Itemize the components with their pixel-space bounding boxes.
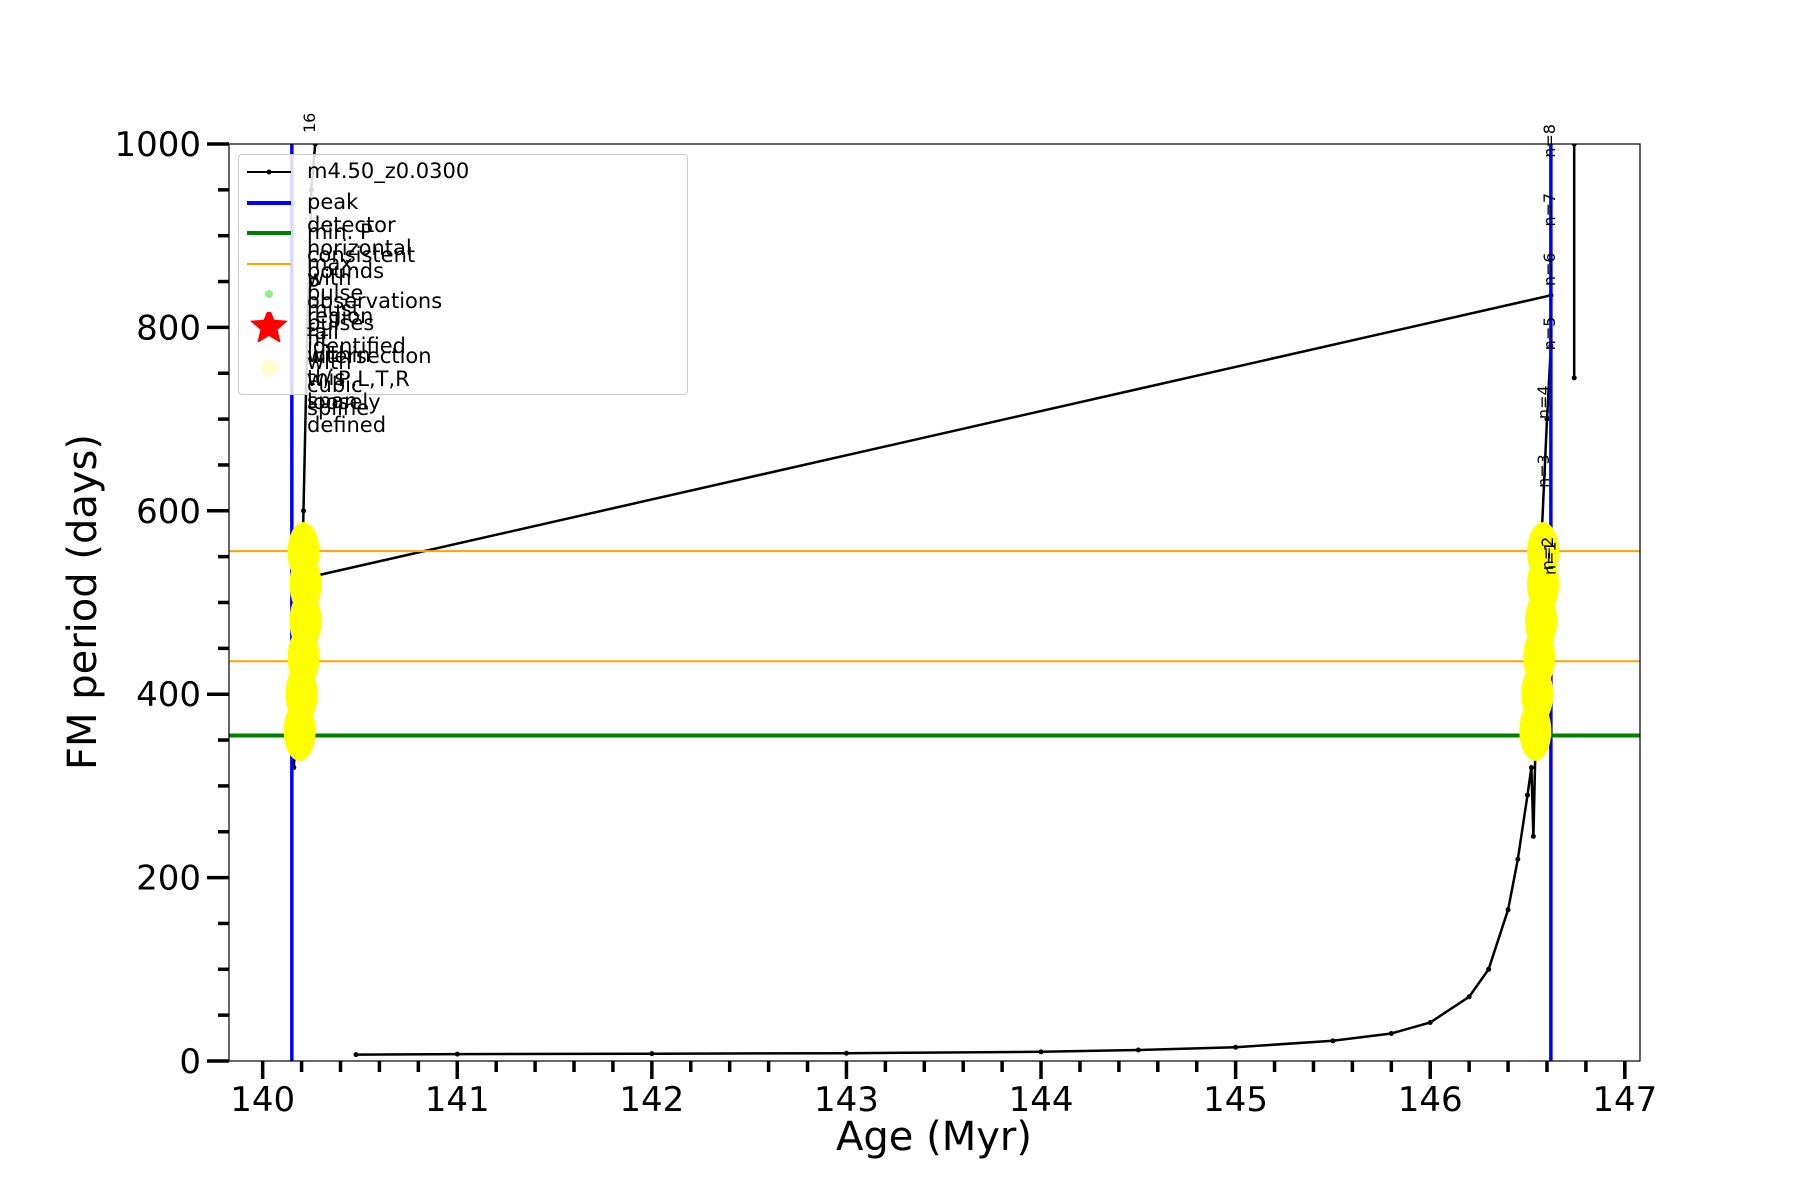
x-tick-label: 143 <box>814 1080 879 1120</box>
data-point <box>1486 966 1492 972</box>
data-point <box>1135 1047 1141 1053</box>
data-point <box>454 1051 460 1057</box>
annotation: n=8 <box>1540 124 1559 158</box>
data-point <box>1388 1030 1394 1036</box>
data-point <box>1038 1049 1044 1055</box>
legend-label: max. P must fall within this span <box>307 251 371 413</box>
x-tick-label: 140 <box>230 1080 295 1120</box>
x-tick-label: 141 <box>425 1080 490 1120</box>
y-tick-label: 0 <box>179 1042 201 1082</box>
annotation: n=3 <box>1534 454 1553 488</box>
data-point <box>301 508 307 514</box>
x-tick-label: 142 <box>619 1080 684 1120</box>
data-point <box>1233 1044 1239 1050</box>
data-line <box>292 144 1576 1056</box>
legend-key <box>247 231 291 235</box>
legend-key <box>247 201 291 205</box>
legend-key <box>261 360 277 376</box>
data-point <box>1571 375 1577 381</box>
data-point <box>1530 833 1536 839</box>
data-point <box>649 1051 655 1057</box>
data-point <box>1330 1038 1336 1044</box>
y-tick-label: 200 <box>136 859 201 899</box>
legend-key <box>247 169 291 175</box>
annotation: n=2 <box>1538 537 1557 571</box>
legend-key <box>247 263 291 265</box>
legend-key <box>250 312 288 342</box>
legend-key-mark <box>265 290 273 298</box>
data-point <box>353 1052 359 1058</box>
data-point <box>1528 765 1534 771</box>
annotation: n=1 <box>1541 541 1560 575</box>
intersection-blob <box>287 522 320 583</box>
data-point <box>1571 144 1577 147</box>
x-tick-label: 147 <box>1592 1080 1657 1120</box>
data-point <box>1427 1019 1433 1025</box>
legend-label: min. P consistent with observations <box>307 220 443 313</box>
data-point <box>1515 856 1521 862</box>
legend-label: m4.50_z0.0300 <box>307 159 470 183</box>
annotation: 16 <box>300 113 319 133</box>
x-axis-label: Age (Myr) <box>836 1114 1032 1160</box>
legend-key-mark <box>261 360 277 376</box>
annotation: n=5 <box>1540 317 1559 351</box>
x-tick-label: 145 <box>1203 1080 1268 1120</box>
data-point <box>1544 416 1550 422</box>
legend-key-mark <box>250 312 288 342</box>
legend-key <box>265 290 273 298</box>
data-point <box>1466 994 1472 1000</box>
y-axis-label: FM period (days) <box>60 434 106 770</box>
legend-label: pulse region fit with cubic spline <box>307 281 374 420</box>
plot-area <box>229 144 1640 1061</box>
data-point <box>312 144 318 147</box>
legend-label: pulses identified <box>307 311 406 358</box>
annotation: n=6 <box>1540 252 1559 286</box>
y-tick-label: 600 <box>136 492 201 532</box>
y-tick-label: 1000 <box>114 125 201 165</box>
legend-key-mark <box>266 169 272 175</box>
legend-label: peak detector horizontal bounds <box>307 190 412 283</box>
x-tick-label: 144 <box>1009 1080 1074 1120</box>
annotation: n=4 <box>1534 385 1553 419</box>
annotation: n=7 <box>1540 193 1559 227</box>
y-tick-label: 400 <box>136 675 201 715</box>
legend-label: intersection w/ P,L,T,R loosely defined <box>307 344 432 437</box>
data-point <box>843 1050 849 1056</box>
data-point <box>1525 792 1531 798</box>
data-point <box>1505 907 1511 913</box>
intersection-blob <box>1527 522 1560 583</box>
x-tick-label: 146 <box>1398 1080 1463 1120</box>
y-tick-label: 800 <box>136 308 201 348</box>
